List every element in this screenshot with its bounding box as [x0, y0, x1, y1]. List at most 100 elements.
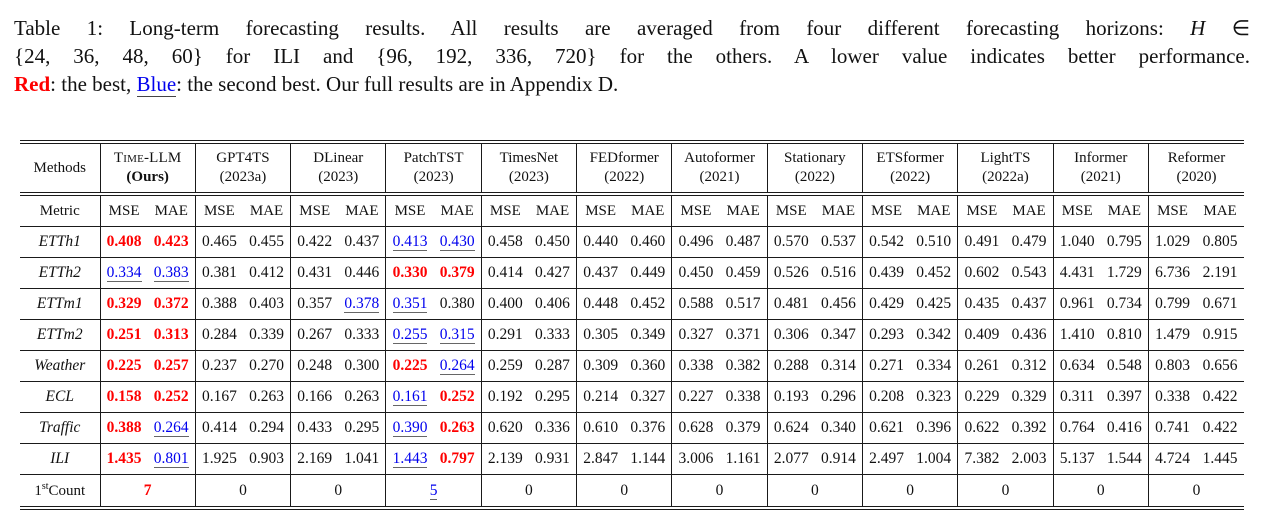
count-label-prefix: 1	[34, 483, 42, 499]
metric-value: 0.437	[583, 264, 619, 281]
method-name: LightTS	[980, 150, 1031, 166]
value-cell: 1.479	[1147, 319, 1197, 351]
metric-value: 0.313	[153, 326, 189, 343]
metric-value: 0.412	[249, 264, 284, 281]
value-cell: 0.263	[433, 412, 482, 444]
value-cell: 2.497	[862, 443, 911, 475]
metric-value: 7.382	[964, 450, 1000, 467]
value-cell: 0.336	[528, 412, 577, 444]
results-table: Methods Time-LLM (Ours) GPT4TS (2023a) DLine…	[20, 140, 1244, 510]
caption-math-h: H	[1190, 16, 1206, 40]
value-cell: 0.267	[290, 319, 339, 351]
metric-value: 4.724	[1155, 450, 1190, 467]
metric-value: 0.259	[487, 357, 523, 374]
table-row-weather: Weather 0.225 0.257 0.237 0.270 0.248 0.300 0.2…	[20, 350, 1244, 382]
metric-value: 0.588	[678, 295, 714, 312]
metric-value: 0.602	[964, 264, 1000, 281]
value-cell: 1.443	[385, 443, 434, 475]
count-cell: 5	[385, 474, 482, 508]
metric-value: 0.805	[1202, 233, 1238, 250]
value-cell: 0.797	[433, 443, 482, 475]
metric-value: 1.410	[1059, 326, 1095, 343]
value-cell: 0.481	[766, 288, 815, 320]
count-cell: 0	[671, 474, 768, 508]
metric-value: 0.295	[344, 419, 380, 436]
value-cell: 0.378	[338, 288, 386, 320]
metric-value: 0.435	[964, 295, 1000, 312]
dataset-label: ECL	[20, 381, 100, 413]
metric-value: 0.252	[439, 388, 475, 405]
metric-value: 0.314	[820, 357, 856, 374]
metric-value: 0.542	[869, 233, 905, 250]
metric-label: Metric	[20, 194, 100, 227]
value-cell: 0.628	[671, 412, 720, 444]
metric-col-mae: MAE	[1005, 194, 1054, 227]
table-row-traffic: Traffic 0.388 0.264 0.414 0.294 0.433 0.295 0.3…	[20, 412, 1244, 444]
metric-value: 0.382	[725, 357, 761, 374]
value-cell: 0.293	[862, 319, 911, 351]
metric-col-mse: MSE	[1052, 194, 1101, 227]
value-cell: 0.412	[242, 257, 291, 289]
value-cell: 0.795	[1100, 226, 1149, 258]
method-name: Informer	[1074, 150, 1128, 166]
value-cell: 0.338	[719, 381, 768, 413]
metric-value: 2.139	[487, 450, 523, 467]
metric-value: 2.497	[869, 450, 905, 467]
value-cell: 0.264	[433, 350, 482, 382]
caption-text-3a: : the best,	[50, 72, 137, 96]
metric-value: 0.414	[201, 419, 237, 436]
value-cell: 0.624	[766, 412, 815, 444]
value-cell: 0.433	[290, 412, 339, 444]
value-cell: 0.406	[528, 288, 577, 320]
value-cell: 1.729	[1100, 257, 1149, 289]
value-cell: 0.413	[385, 226, 434, 258]
metric-col-mse: MSE	[385, 194, 434, 227]
value-cell: 0.158	[99, 381, 148, 413]
value-cell: 0.734	[1100, 288, 1149, 320]
metric-value: 0.456	[820, 295, 856, 312]
first-count-row: 1stCount 7 0 0 5 0 0 0 0 0 0 0 0	[20, 474, 1244, 508]
value-cell: 0.296	[814, 381, 863, 413]
metric-header-row: Metric MSE MAE MSE MAE MSE MAE MSE MAE MSE MAE MSE…	[20, 194, 1244, 227]
metric-value: 0.413	[392, 233, 428, 251]
metric-value: 0.628	[678, 419, 714, 436]
metric-value: 0.455	[249, 233, 284, 250]
method-name: ETSformer	[876, 150, 944, 166]
metric-value: 0.414	[487, 264, 523, 281]
metric-value: 0.479	[1011, 233, 1047, 250]
value-cell: 0.313	[147, 319, 196, 351]
metric-value: 5.137	[1059, 450, 1095, 467]
table-row-etth2: ETTh2 0.334 0.383 0.381 0.412 0.431 0.446 0.330…	[20, 257, 1244, 289]
value-cell: 0.388	[99, 412, 148, 444]
metric-value: 0.379	[439, 264, 475, 281]
metric-value: 0.264	[153, 419, 189, 437]
metric-value: 0.342	[916, 326, 952, 343]
value-cell: 0.270	[242, 350, 291, 382]
method-year: (2023a)	[219, 169, 267, 185]
method-name: PatchTST	[403, 150, 464, 166]
metric-value: 0.291	[487, 326, 523, 343]
value-cell: 0.333	[338, 319, 386, 351]
metric-value: 1.029	[1155, 233, 1190, 250]
table-caption: Table 1: Long-term forecasting results. …	[14, 14, 1250, 98]
value-cell: 0.452	[910, 257, 958, 289]
dataset-label: ETTm2	[20, 319, 100, 351]
value-cell: 0.408	[99, 226, 148, 258]
value-cell: 0.425	[910, 288, 958, 320]
method-year: (2022)	[890, 169, 931, 185]
value-cell: 0.416	[1100, 412, 1149, 444]
value-cell: 0.449	[624, 257, 672, 289]
value-cell: 0.437	[576, 257, 625, 289]
count-cell: 7	[99, 474, 196, 508]
metric-col-mae: MAE	[242, 194, 291, 227]
value-cell: 2.847	[576, 443, 625, 475]
metric-value: 0.336	[535, 419, 570, 436]
value-cell: 0.380	[433, 288, 482, 320]
value-cell: 0.465	[194, 226, 243, 258]
value-cell: 7.382	[957, 443, 1006, 475]
value-cell: 0.656	[1196, 350, 1244, 382]
method-name: Stationary	[784, 150, 846, 166]
metric-value: 0.734	[1106, 295, 1142, 312]
metric-value: 0.261	[964, 357, 1000, 374]
value-cell: 0.961	[1052, 288, 1101, 320]
